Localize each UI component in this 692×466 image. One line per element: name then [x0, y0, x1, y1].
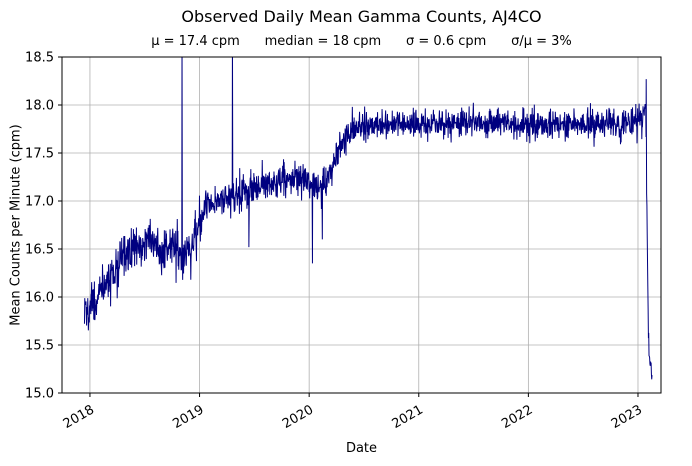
y-tick-label: 16.0	[25, 291, 54, 306]
y-tick-label: 18.5	[25, 51, 54, 66]
x-tick-label: 2018	[61, 402, 97, 432]
y-tick-label: 16.5	[25, 243, 54, 258]
y-tick-label: 17.5	[25, 147, 54, 162]
data-series-line	[83, 57, 653, 380]
plot-border	[61, 56, 662, 394]
x-tick-label: 2021	[390, 402, 426, 432]
x-tick-label: 2020	[280, 402, 316, 432]
x-tick-label: 2022	[499, 402, 535, 432]
x-tick-label: 2023	[609, 402, 645, 432]
y-tick-label: 15.0	[25, 387, 54, 402]
y-axis-label: Mean Counts per Minute (cpm)	[8, 124, 24, 326]
x-tick-label: 2019	[170, 402, 206, 432]
y-tick-label: 15.5	[25, 339, 54, 354]
y-tick-label: 17.0	[25, 195, 54, 210]
y-tick-label: 18.0	[25, 99, 54, 114]
chart-title: Observed Daily Mean Gamma Counts, AJ4CO	[181, 7, 542, 26]
x-axis-label: Date	[345, 441, 378, 456]
chart-subtitle: μ = 17.4 cpm median = 18 cpm σ = 0.6 cpm…	[151, 34, 572, 49]
